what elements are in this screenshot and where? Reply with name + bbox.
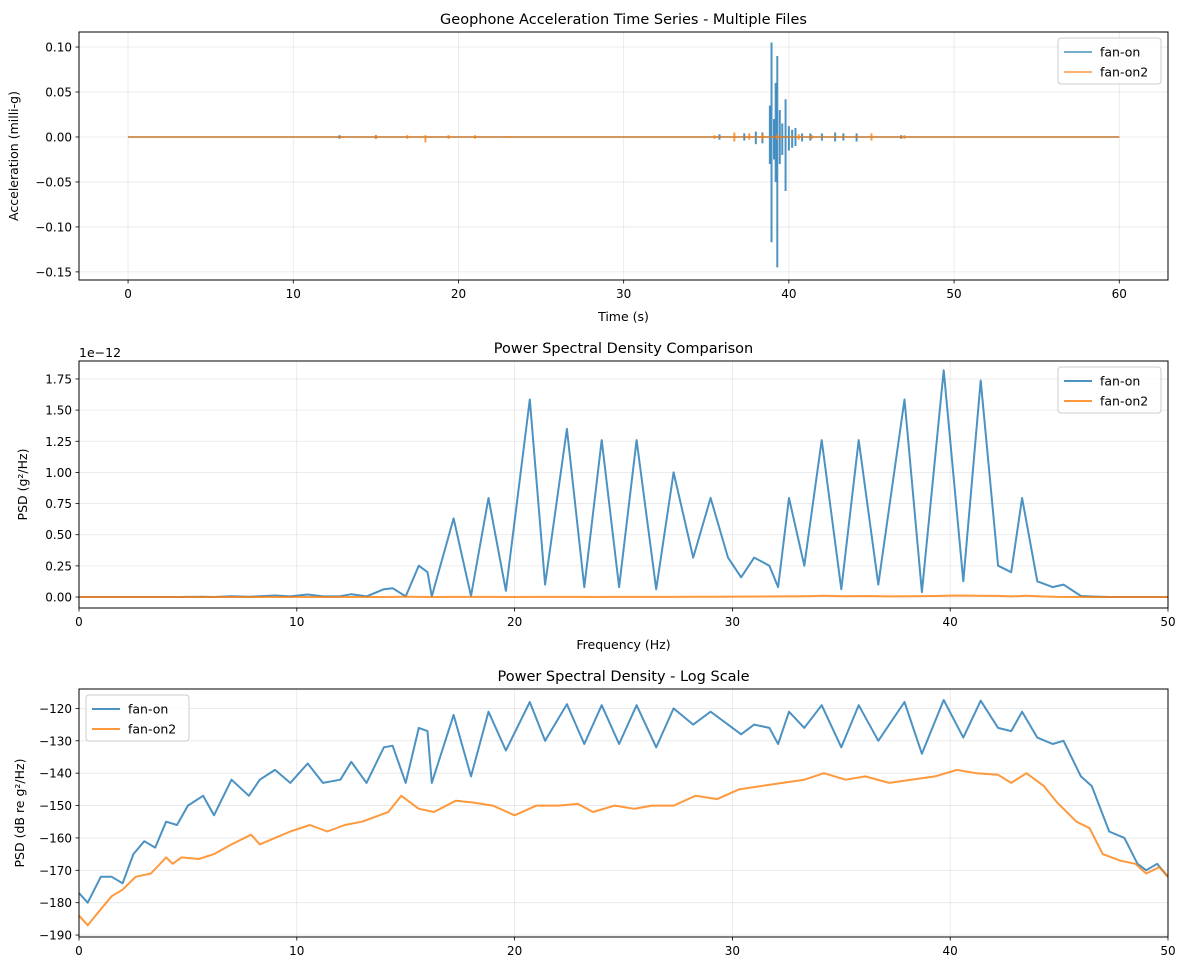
chart-title: Geophone Acceleration Time Series - Mult… — [440, 12, 807, 28]
y-tick-label: 0.50 — [45, 528, 72, 542]
y-tick-label: 1.75 — [45, 372, 72, 386]
legend-label-fan-on2: fan-on2 — [1100, 394, 1148, 409]
legend-label-fan-on2: fan-on2 — [128, 722, 176, 737]
legend-label-fan-on: fan-on — [1100, 374, 1140, 389]
x-tick-label: 20 — [451, 287, 466, 301]
x-tick-label: 0 — [75, 944, 83, 958]
y-tick-label: 0.00 — [45, 130, 72, 144]
chart-title: Power Spectral Density Comparison — [494, 341, 753, 357]
x-tick-label: 50 — [946, 287, 961, 301]
y-tick-label: 1.50 — [45, 404, 72, 418]
x-tick-label: 10 — [286, 287, 301, 301]
x-tick-label: 30 — [725, 615, 740, 629]
x-tick-label: 0 — [75, 615, 83, 629]
x-tick-label: 50 — [1160, 944, 1175, 958]
plot-area — [79, 369, 1168, 598]
y-tick-label: −160 — [39, 831, 72, 845]
x-tick-label: 40 — [943, 944, 958, 958]
legend: fan-on fan-on2 — [85, 694, 190, 742]
x-tick-label: 40 — [781, 287, 796, 301]
x-tick-label: 60 — [1112, 287, 1127, 301]
series-line-fan-on — [79, 699, 1168, 904]
y-axis-label: PSD (dB re g²/Hz) — [12, 759, 27, 868]
y-tick-label: −0.10 — [35, 220, 72, 234]
series-line-fan-on2 — [79, 768, 1168, 927]
legend-label-fan-on: fan-on — [128, 702, 168, 717]
series-line-fan-on2 — [79, 594, 1168, 598]
plot-area — [79, 699, 1168, 927]
y-tick-label: −120 — [39, 702, 72, 716]
axes-frame — [78, 688, 1169, 938]
x-tick-label: 30 — [616, 287, 631, 301]
legend: fan-on fan-on2 — [1057, 37, 1162, 85]
y-tick-label: −0.05 — [35, 175, 72, 189]
y-tick-label: 0.05 — [45, 85, 72, 99]
plot-area — [128, 42, 1120, 268]
y-tick-label: 1.00 — [45, 466, 72, 480]
y-tick-label: −180 — [39, 896, 72, 910]
y-tick-label: −170 — [39, 864, 72, 878]
subplot-2: 0 10 20 30 40 50 0.00 0.25 0.50 0.75 1.00 1.25 1.50 1… — [15, 341, 1176, 652]
x-tick-label: 30 — [725, 944, 740, 958]
axes-frame — [78, 360, 1169, 609]
legend-label-fan-on2: fan-on2 — [1100, 65, 1148, 80]
x-tick-label: 10 — [289, 615, 304, 629]
y-axis-label: Acceleration (milli-g) — [6, 91, 21, 221]
y-tick-label: 0.00 — [45, 591, 72, 605]
y-tick-label: −130 — [39, 734, 72, 748]
y-tick-label: −190 — [39, 929, 72, 943]
y-offset-label: 1e−12 — [79, 345, 121, 360]
axes-frame — [78, 31, 1169, 281]
y-tick-label: 0.75 — [45, 497, 72, 511]
y-tick-label: 1.25 — [45, 435, 72, 449]
x-tick-label: 40 — [943, 615, 958, 629]
x-tick-label: 20 — [507, 944, 522, 958]
subplot-1: 0 10 20 30 40 50 60 −0.15 −0.10 −0.05 0.00 0.05 0.10… — [6, 12, 1169, 324]
chart-title: Power Spectral Density - Log Scale — [497, 669, 749, 685]
y-tick-label: −150 — [39, 799, 72, 813]
series-line-fan-on — [79, 369, 1168, 598]
y-tick-label: 0.25 — [45, 559, 72, 573]
x-tick-label: 0 — [124, 287, 132, 301]
x-tick-label: 50 — [1160, 615, 1175, 629]
x-axis-label: Time (s) — [597, 309, 649, 324]
y-axis-label: PSD (g²/Hz) — [15, 449, 30, 521]
y-tick-label: 0.10 — [45, 41, 72, 55]
x-tick-label: 20 — [507, 615, 522, 629]
y-tick-label: −0.15 — [35, 265, 72, 279]
legend-label-fan-on: fan-on — [1100, 45, 1140, 60]
subplot-3: 0 10 20 30 40 50 −190 −180 −170 −160 −150 −140 −130 −… — [12, 669, 1176, 972]
x-axis-label: Frequency (Hz) — [576, 637, 670, 652]
y-tick-label: −140 — [39, 767, 72, 781]
x-tick-label: 10 — [289, 944, 304, 958]
legend: fan-on fan-on2 — [1057, 366, 1162, 414]
